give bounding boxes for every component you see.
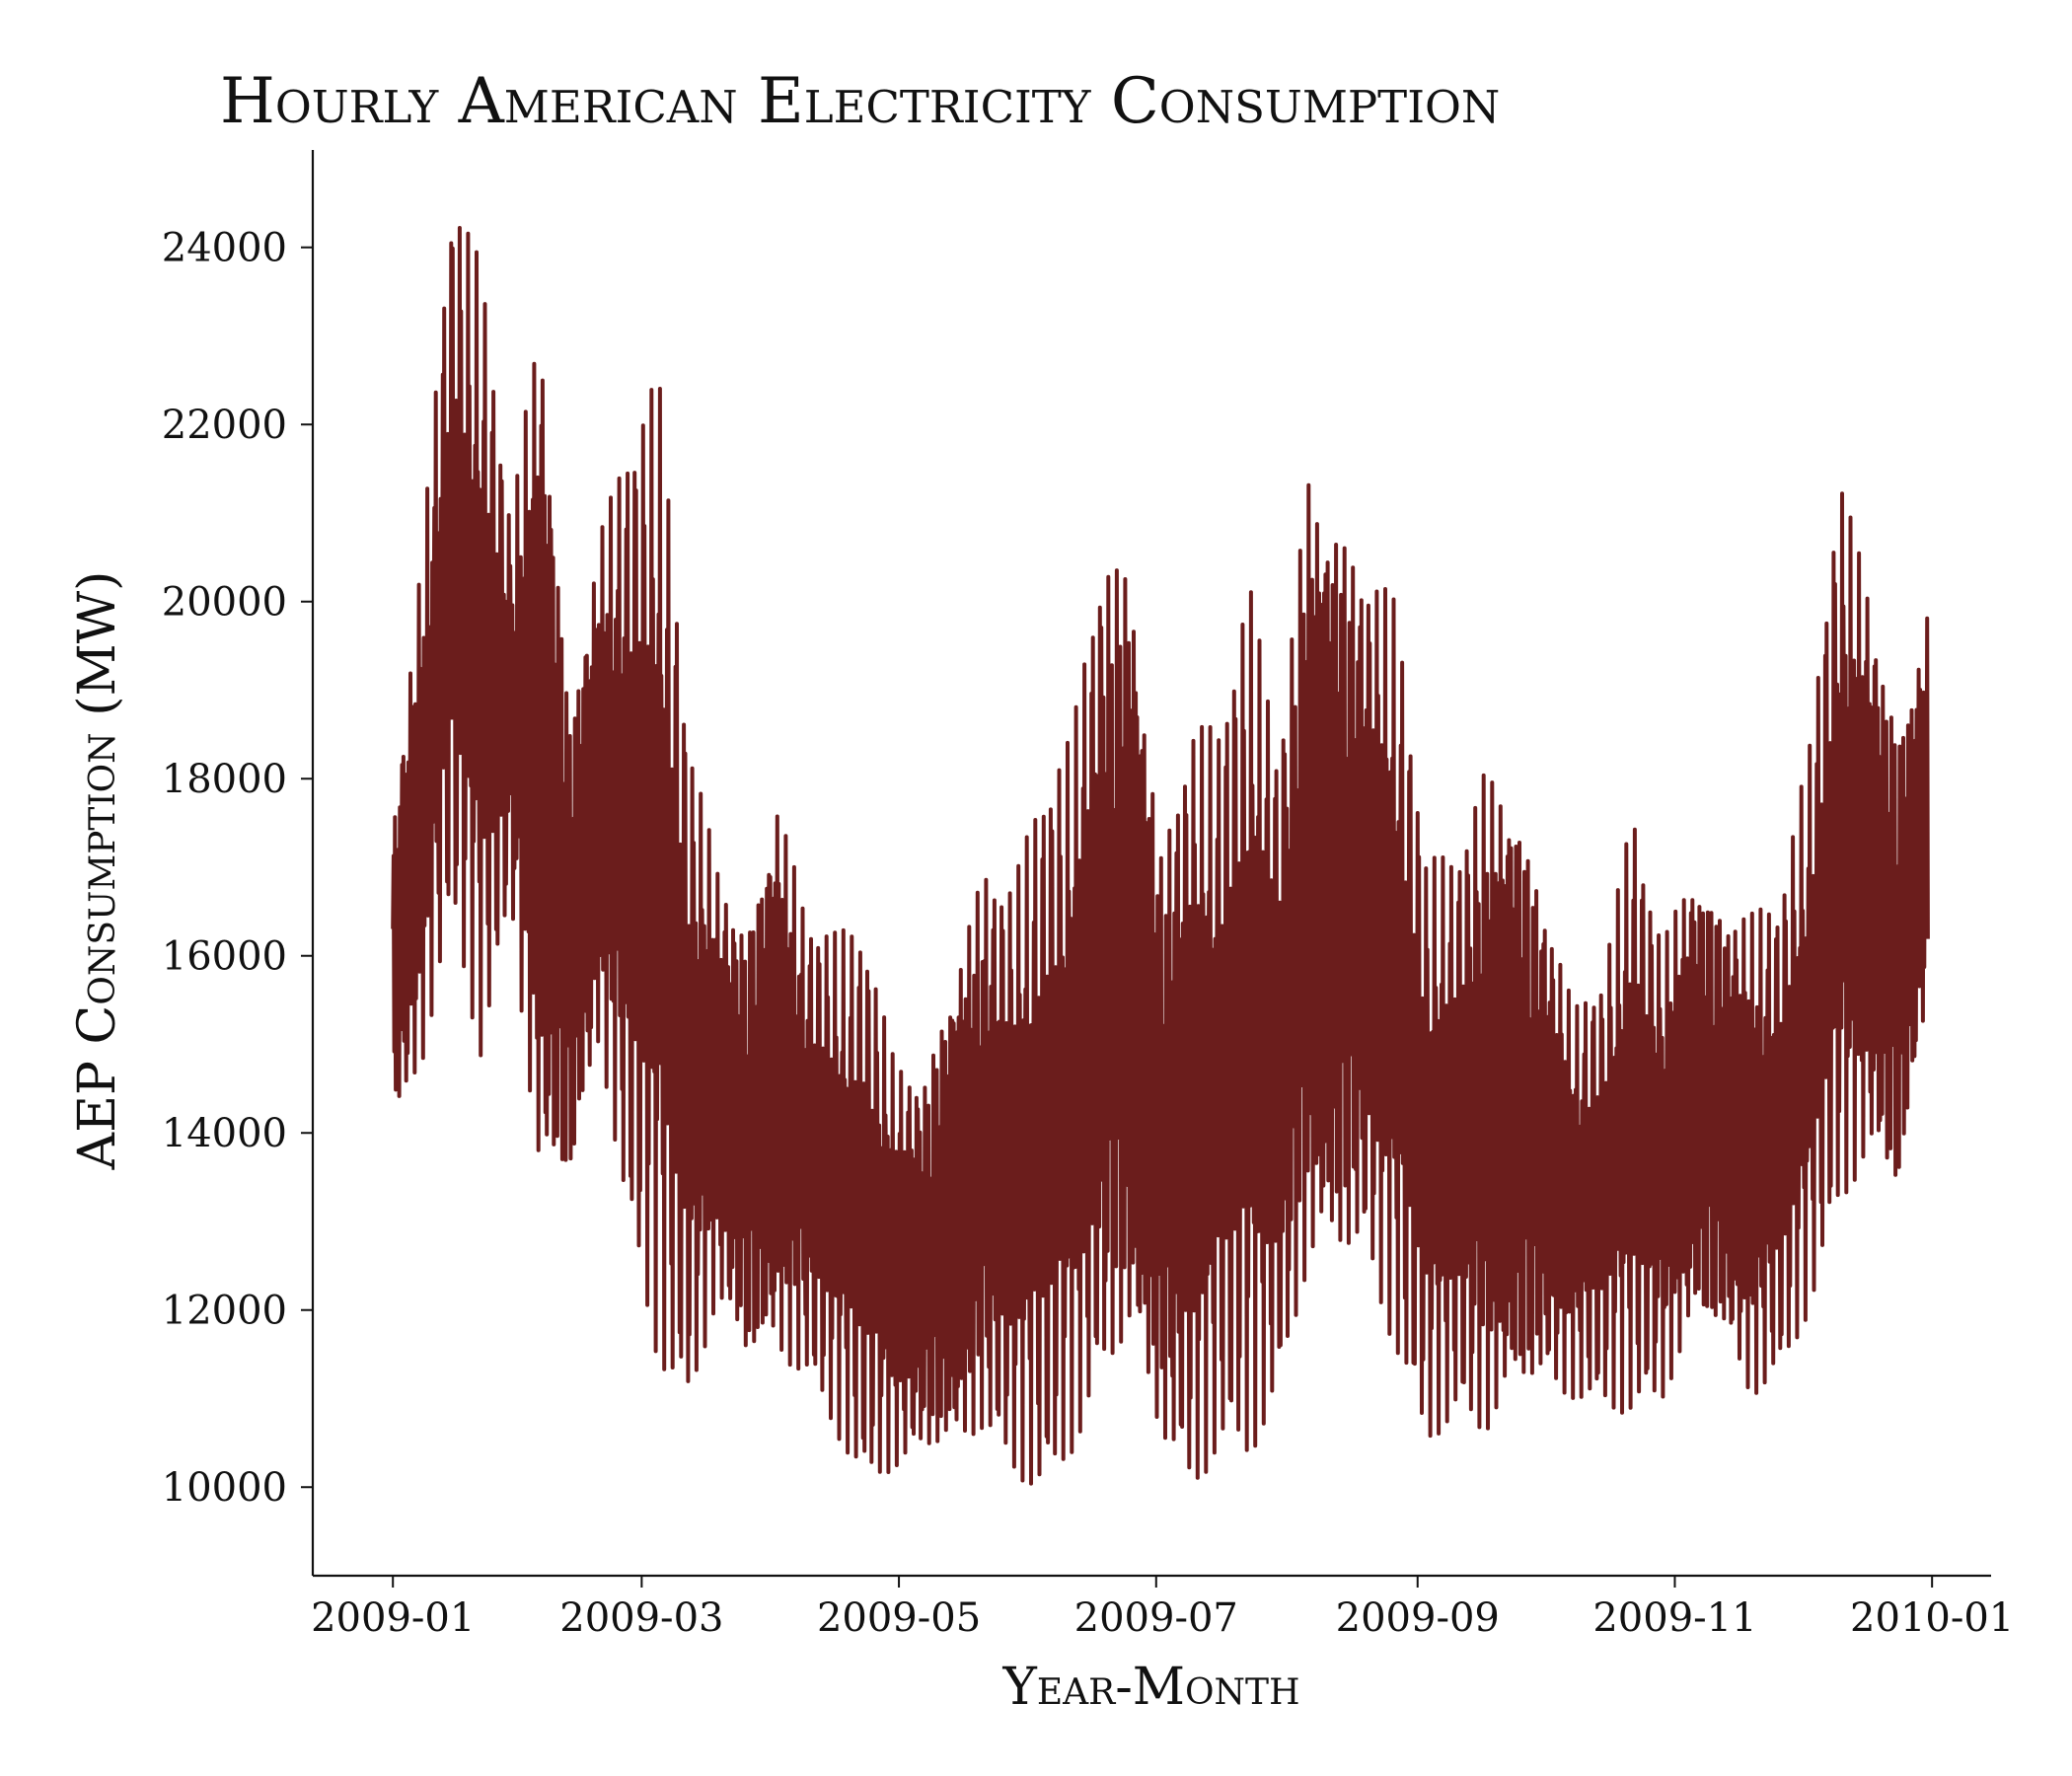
y-tick-label: 24000 xyxy=(162,226,287,271)
consumption-line-group xyxy=(391,226,1930,1486)
y-tick-label: 20000 xyxy=(162,580,287,626)
x-tick-label: 2009-11 xyxy=(1592,1595,1756,1641)
y-tick-label: 14000 xyxy=(162,1111,287,1156)
y-tick-label: 22000 xyxy=(162,403,287,448)
y-tick-label: 18000 xyxy=(162,757,287,802)
chart-title: Hourly American Electricity Consumption xyxy=(220,65,1500,138)
x-axis-label: Year-Month xyxy=(1002,1658,1300,1717)
x-tick-label: 2009-07 xyxy=(1074,1595,1238,1641)
y-tick-label: 12000 xyxy=(162,1289,287,1334)
x-tick-label: 2009-03 xyxy=(559,1595,723,1641)
consumption-series-line xyxy=(391,226,1930,1486)
x-tick-label: 2010-01 xyxy=(1850,1595,2014,1641)
y-tick-label: 16000 xyxy=(162,934,287,980)
x-axis-ticks: 2009-01 2009-03 2009-05 2009-07 2009-09 2009-… xyxy=(311,1576,2014,1641)
x-tick-label: 2009-01 xyxy=(311,1595,475,1641)
x-tick-label: 2009-05 xyxy=(817,1595,981,1641)
y-axis-label: AEP Consumption (MW) xyxy=(68,571,127,1171)
y-axis-ticks: 10000 12000 14000 16000 18000 20000 22000 24000 xyxy=(162,226,313,1511)
y-tick-label: 10000 xyxy=(162,1465,287,1511)
x-tick-label: 2009-09 xyxy=(1336,1595,1500,1641)
